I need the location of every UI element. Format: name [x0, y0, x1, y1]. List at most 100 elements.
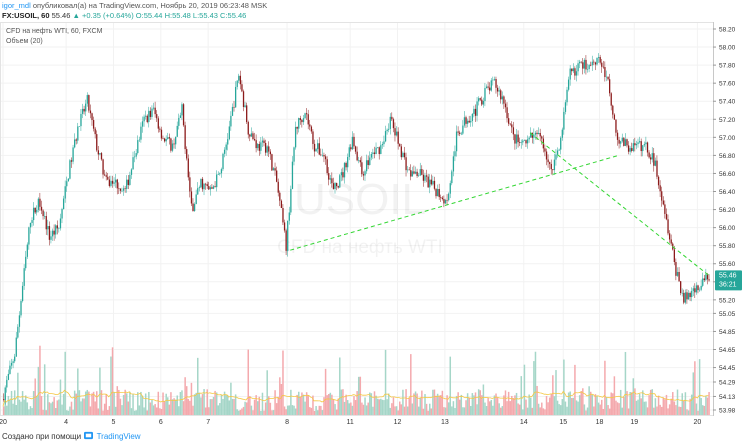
candle-body	[178, 117, 180, 126]
volume-bar	[31, 407, 33, 415]
volume-bar	[463, 407, 466, 415]
candle-body	[594, 62, 597, 65]
volume-bar	[274, 390, 276, 415]
volume-bar	[193, 394, 196, 415]
volume-bar	[413, 393, 415, 415]
volume-bar	[662, 397, 665, 415]
candle-body	[133, 156, 136, 158]
candle-body	[650, 157, 652, 160]
volume-bar	[452, 401, 455, 415]
volume-bar	[165, 393, 167, 415]
volume-bar	[269, 402, 272, 415]
candle-body	[637, 142, 639, 145]
price-chart[interactable]: USOIL CFD на нефть WTI 58.2058.0057.8057…	[0, 22, 742, 430]
candle-body	[386, 129, 388, 132]
price-tick-label: 56.20	[719, 207, 736, 214]
watermark-symbol: USOIL	[294, 175, 426, 224]
candle-body	[197, 188, 199, 195]
candle-body	[691, 290, 693, 298]
candle-body	[612, 105, 614, 115]
volume-bar	[522, 409, 524, 415]
volume-bar	[441, 390, 444, 415]
volume-bar	[329, 392, 332, 415]
candle-body	[323, 155, 325, 157]
candle-body	[4, 387, 6, 400]
candle-body	[482, 100, 485, 105]
volume-bar	[238, 410, 240, 415]
candle-body	[564, 102, 567, 112]
volume-bar	[91, 393, 93, 415]
volume-bar	[302, 394, 305, 415]
volume-bar	[15, 404, 18, 415]
candle-body	[361, 162, 363, 175]
candle-body	[462, 125, 464, 134]
candle-body	[250, 133, 253, 137]
candle-body	[244, 105, 246, 107]
candle-body	[12, 361, 14, 363]
candle-body	[47, 226, 49, 230]
candle-body	[620, 141, 622, 144]
author-link[interactable]: igor_mdl	[2, 1, 31, 10]
candle-body	[451, 171, 453, 184]
time-tick-label: 8	[285, 419, 289, 426]
volume-bar	[124, 389, 126, 415]
candle-body	[590, 64, 592, 66]
candle-body	[249, 134, 251, 137]
volume-bar	[316, 410, 319, 415]
candle-body	[478, 98, 480, 102]
tradingview-link[interactable]: TradingView	[96, 432, 141, 441]
volume-bar	[596, 395, 598, 415]
candle-body	[287, 220, 289, 251]
candle-body	[536, 132, 538, 134]
candle-body	[78, 126, 81, 127]
volume-bar	[545, 396, 548, 415]
candle-body	[668, 233, 671, 240]
candle-body	[380, 145, 382, 155]
volume-bar	[679, 406, 682, 415]
candle-body	[317, 143, 319, 150]
trendlines[interactable]	[290, 132, 711, 277]
volume-bar	[501, 406, 504, 415]
volume-bar	[351, 405, 354, 415]
volume-bar	[618, 403, 620, 415]
symbol-name: FX:USOIL, 60	[2, 11, 50, 20]
volume-bar	[687, 410, 690, 415]
volume-bar	[59, 379, 62, 415]
volume-bar	[517, 403, 519, 415]
candle-body	[517, 134, 519, 143]
volume-bar	[17, 372, 19, 415]
candle-body	[208, 186, 210, 190]
volume-bar	[179, 392, 182, 415]
candle-body	[432, 180, 434, 185]
volume-bar	[282, 350, 284, 415]
volume-bar	[252, 410, 254, 415]
volume-bar	[411, 403, 414, 415]
volume-bar	[571, 398, 573, 415]
volume-bar	[512, 398, 515, 415]
candle-body	[664, 204, 666, 214]
volume-bar	[337, 398, 339, 415]
volume-bar	[629, 391, 631, 415]
candle-body	[225, 144, 227, 150]
volume-bar	[539, 407, 541, 415]
candle-body	[646, 142, 649, 153]
candle-body	[626, 139, 628, 146]
volume-bar	[619, 389, 622, 415]
candle-body	[574, 68, 576, 76]
volume-bar	[526, 407, 529, 415]
volume-bar	[395, 406, 398, 415]
volume-bar	[9, 399, 11, 415]
candle-body	[277, 181, 279, 193]
candle-body	[410, 170, 412, 177]
volume-bar	[634, 388, 636, 415]
candle-body	[310, 126, 313, 132]
volume-bar	[271, 410, 273, 415]
price-tick-label: 54.29	[719, 380, 736, 387]
candle-body	[179, 115, 182, 118]
candle-body	[455, 131, 458, 152]
volume-bar	[569, 391, 571, 415]
volume-bar	[62, 393, 65, 415]
footer-text: Создано при помощи	[2, 432, 82, 441]
candle-body	[200, 178, 202, 188]
candle-body	[354, 146, 357, 152]
